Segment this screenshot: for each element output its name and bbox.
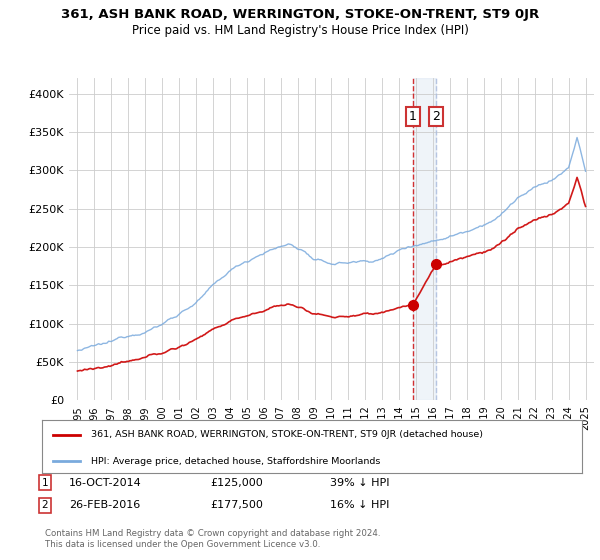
Text: HPI: Average price, detached house, Staffordshire Moorlands: HPI: Average price, detached house, Staf… [91, 457, 380, 466]
Text: Contains HM Land Registry data © Crown copyright and database right 2024.
This d: Contains HM Land Registry data © Crown c… [45, 529, 380, 549]
Text: £125,000: £125,000 [210, 478, 263, 488]
Text: 1: 1 [41, 478, 49, 488]
Text: 16% ↓ HPI: 16% ↓ HPI [330, 500, 389, 510]
Text: 361, ASH BANK ROAD, WERRINGTON, STOKE-ON-TRENT, ST9 0JR (detached house): 361, ASH BANK ROAD, WERRINGTON, STOKE-ON… [91, 431, 482, 440]
Text: 2: 2 [432, 110, 440, 123]
Text: £177,500: £177,500 [210, 500, 263, 510]
Text: Price paid vs. HM Land Registry's House Price Index (HPI): Price paid vs. HM Land Registry's House … [131, 24, 469, 37]
Bar [413, 78, 436, 400]
Text: 16-OCT-2014: 16-OCT-2014 [69, 478, 142, 488]
Text: 2: 2 [41, 500, 49, 510]
Text: 1: 1 [409, 110, 416, 123]
Text: 39% ↓ HPI: 39% ↓ HPI [330, 478, 389, 488]
Text: 26-FEB-2016: 26-FEB-2016 [69, 500, 140, 510]
Text: 361, ASH BANK ROAD, WERRINGTON, STOKE-ON-TRENT, ST9 0JR: 361, ASH BANK ROAD, WERRINGTON, STOKE-ON… [61, 8, 539, 21]
